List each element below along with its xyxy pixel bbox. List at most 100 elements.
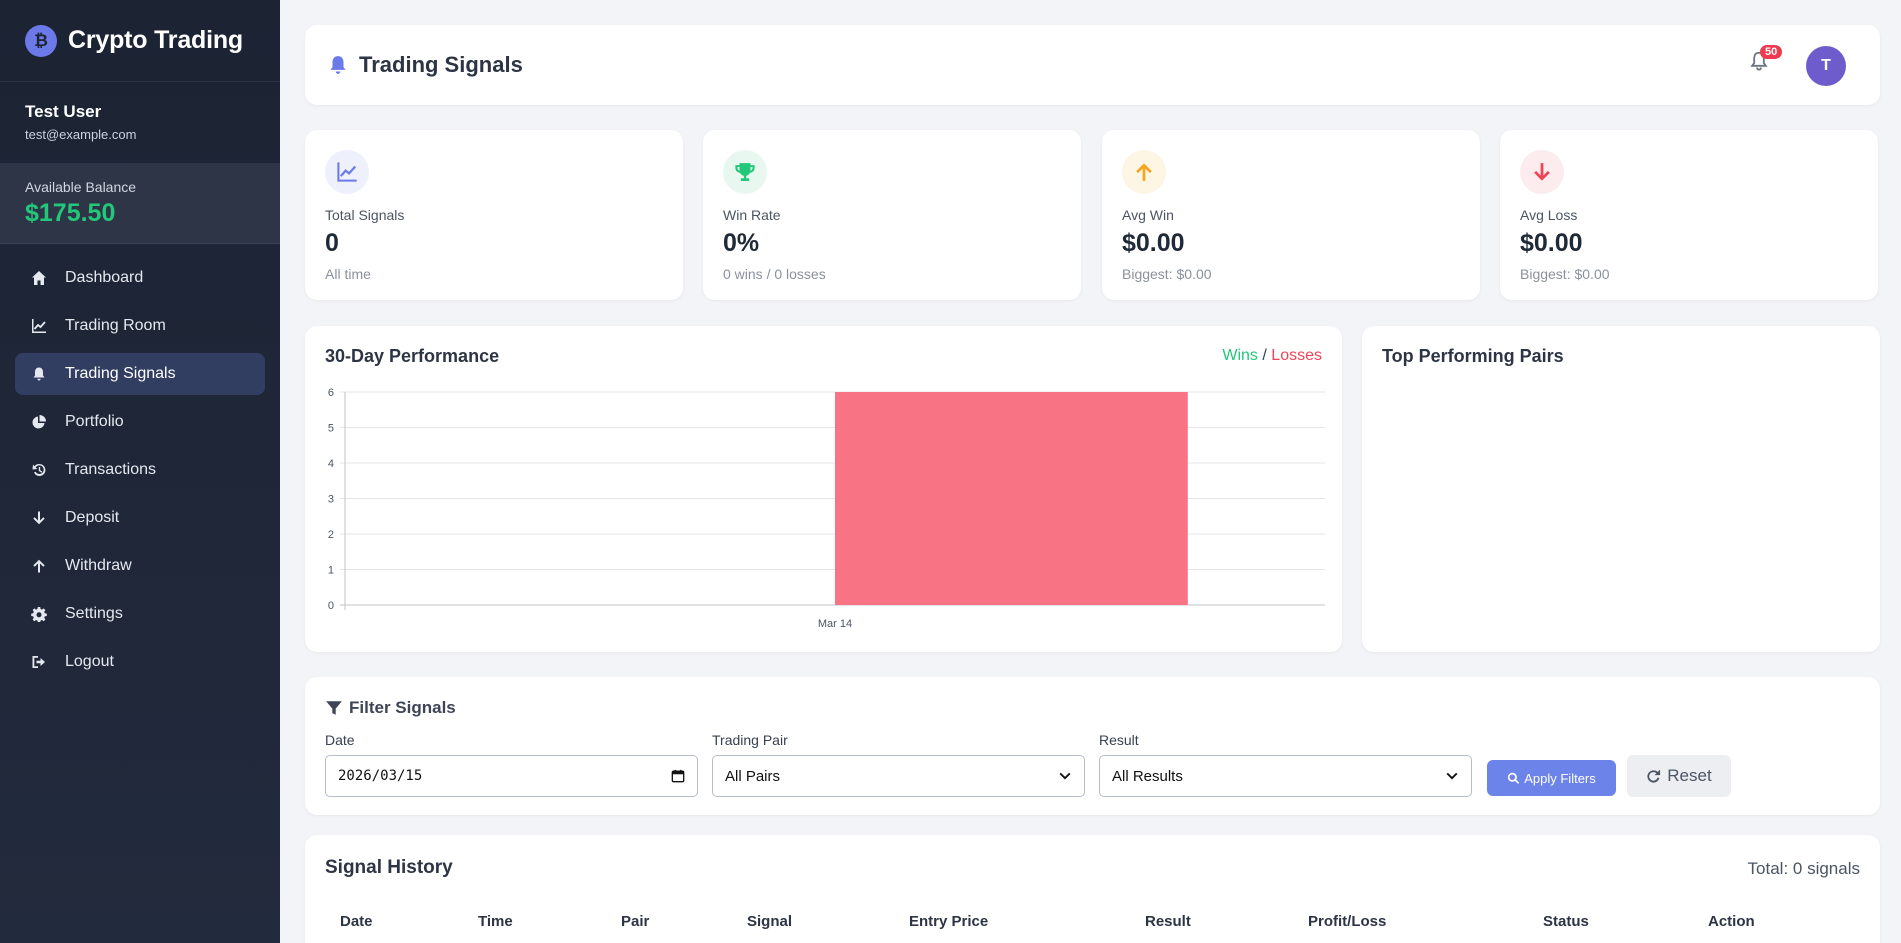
sidebar: ₿ Crypto Trading Test User test@example.… [0, 0, 280, 943]
sidebar-item-label: Trading Room [65, 317, 166, 334]
legend-wins[interactable]: Wins [1222, 347, 1258, 364]
gear-icon [29, 604, 49, 624]
stat-value: 0% [723, 229, 760, 257]
chevron-down-icon [1446, 772, 1458, 780]
column-header-entry-price[interactable]: Entry Price [909, 913, 989, 930]
sidebar-item-transactions[interactable]: Transactions [15, 449, 265, 491]
legend-separator: / [1262, 347, 1267, 364]
stat-value: 0 [325, 229, 339, 257]
balance-value: $175.50 [25, 199, 116, 227]
column-header-date[interactable]: Date [340, 913, 373, 930]
sidebar-nav: Dashboard Trading Room Trading Signals P… [0, 244, 280, 683]
sidebar-item-trading-signals[interactable]: Trading Signals [15, 353, 265, 395]
pair-select[interactable]: All Pairs [712, 755, 1085, 797]
result-label: Result [1099, 732, 1139, 748]
user-info: Test User test@example.com [0, 82, 280, 164]
y-tick-label: 0 [328, 600, 334, 612]
chart-line-icon [29, 316, 49, 336]
y-tick-label: 1 [328, 565, 334, 577]
sidebar-item-label: Dashboard [65, 269, 144, 286]
sidebar-item-logout[interactable]: Logout [15, 641, 265, 683]
sidebar-item-label: Logout [65, 653, 114, 670]
balance-panel: Available Balance $175.50 [0, 164, 280, 244]
column-header-signal[interactable]: Signal [747, 913, 793, 930]
signal-history-card: Signal History Total: 0 signals Date Tim… [305, 835, 1880, 943]
sidebar-item-label: Trading Signals [65, 365, 176, 382]
column-header-pair[interactable]: Pair [621, 913, 650, 930]
result-select[interactable]: All Results [1099, 755, 1472, 797]
date-filter: Date 2026/03/15 [325, 732, 698, 797]
arrow-down-icon [1520, 150, 1564, 194]
pair-filter: Trading Pair All Pairs [712, 732, 1085, 797]
reset-label: Reset [1667, 766, 1712, 785]
chevron-down-icon [1059, 772, 1071, 780]
column-header-profit-loss[interactable]: Profit/Loss [1308, 913, 1387, 930]
stat-subtext: 0 wins / 0 losses [723, 266, 826, 282]
redo-icon [1647, 768, 1661, 783]
performance-chart: 0 1 2 3 4 5 6 Mar 14 [328, 387, 1325, 630]
result-filter: Result All Results [1099, 732, 1472, 797]
performance-chart-card: 0 1 2 3 4 5 6 Mar 14 30-Day Performance Wins / … [305, 326, 1342, 652]
avatar[interactable]: T [1806, 46, 1846, 86]
filter-panel: Filter Signals Date 2026/03/15 Trading P… [305, 677, 1880, 815]
arrow-up-icon [29, 556, 49, 576]
stat-label: Win Rate [723, 207, 781, 223]
y-tick-label: 2 [328, 529, 334, 541]
stat-value: $0.00 [1520, 229, 1583, 257]
arrow-down-icon [29, 508, 49, 528]
sidebar-item-trading-room[interactable]: Trading Room [15, 305, 265, 347]
top-pairs-title: Top Performing Pairs [1382, 346, 1564, 366]
stat-subtext: All time [325, 266, 371, 282]
stat-subtext: Biggest: $0.00 [1122, 266, 1212, 282]
notification-count-badge: 50 [1760, 45, 1783, 59]
stat-subtext: Biggest: $0.00 [1520, 266, 1610, 282]
chart-legend: Wins / Losses [1222, 347, 1322, 365]
filter-title: Filter Signals [325, 698, 1860, 718]
filter-title-text: Filter Signals [349, 698, 456, 717]
date-value: 2026/03/15 [338, 768, 423, 784]
bell-icon [330, 56, 346, 74]
sidebar-item-deposit[interactable]: Deposit [15, 497, 265, 539]
brand[interactable]: ₿ Crypto Trading [0, 0, 280, 82]
sidebar-item-label: Settings [65, 605, 123, 622]
sidebar-item-settings[interactable]: Settings [15, 593, 265, 635]
sidebar-item-label: Transactions [65, 461, 156, 478]
stat-card-win-rate: Win Rate 0% 0 wins / 0 losses [703, 130, 1081, 300]
stat-card-avg-loss: Avg Loss $0.00 Biggest: $0.00 [1500, 130, 1878, 300]
sidebar-item-withdraw[interactable]: Withdraw [15, 545, 265, 587]
total-signals-count: Total: 0 signals [1747, 859, 1860, 878]
sidebar-item-label: Deposit [65, 509, 120, 526]
trophy-icon [723, 150, 767, 194]
apply-filters-button[interactable]: Apply Filters [1487, 760, 1616, 796]
notifications-button[interactable]: 50 [1748, 45, 1783, 79]
apply-filters-label: Apply Filters [1524, 770, 1596, 786]
balance-label: Available Balance [25, 179, 137, 195]
home-icon [29, 268, 49, 288]
sidebar-item-dashboard[interactable]: Dashboard [15, 257, 265, 299]
column-header-status[interactable]: Status [1543, 913, 1589, 930]
stat-label: Avg Win [1122, 207, 1174, 223]
filter-icon [326, 701, 342, 715]
date-input[interactable]: 2026/03/15 [325, 755, 698, 797]
column-header-result[interactable]: Result [1145, 913, 1191, 930]
pair-select-value: All Pairs [725, 767, 781, 785]
user-email: test@example.com [25, 127, 137, 142]
bar-losses [835, 392, 1188, 605]
reset-button[interactable]: Reset [1627, 755, 1731, 797]
column-header-time[interactable]: Time [478, 913, 513, 930]
column-header-action[interactable]: Action [1708, 913, 1755, 930]
bell-icon [29, 364, 49, 384]
stat-card-avg-win: Avg Win $0.00 Biggest: $0.00 [1102, 130, 1480, 300]
calendar-icon[interactable] [671, 769, 685, 783]
logout-icon [29, 652, 49, 672]
result-select-value: All Results [1112, 767, 1183, 785]
y-tick-label: 4 [328, 458, 334, 470]
top-pairs-card: Top Performing Pairs [1362, 326, 1880, 652]
legend-losses[interactable]: Losses [1271, 347, 1322, 364]
sidebar-item-portfolio[interactable]: Portfolio [15, 401, 265, 443]
user-name: Test User [25, 102, 102, 121]
date-label: Date [325, 732, 355, 748]
search-icon [1508, 772, 1520, 784]
bitcoin-logo-icon: ₿ [25, 24, 57, 57]
pie-chart-icon [29, 412, 49, 432]
